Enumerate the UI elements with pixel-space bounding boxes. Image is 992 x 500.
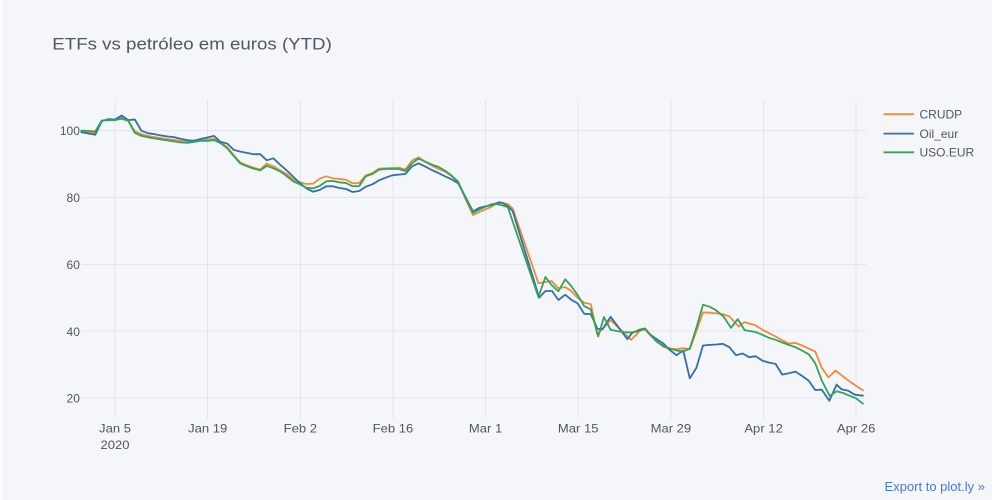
svg-text:ETFs vs petróleo em euros (YTD: ETFs vs petróleo em euros (YTD) [52,35,332,54]
svg-text:2020: 2020 [101,438,130,452]
svg-text:80: 80 [67,191,81,205]
svg-text:Export to plot.ly »: Export to plot.ly » [885,479,985,494]
svg-text:CRUDP: CRUDP [920,108,963,122]
svg-text:Feb 2: Feb 2 [284,422,318,436]
svg-text:Apr 12: Apr 12 [744,422,783,436]
svg-text:Mar 29: Mar 29 [651,422,692,436]
svg-text:60: 60 [67,258,81,272]
svg-text:100: 100 [60,124,80,138]
svg-text:Mar 15: Mar 15 [558,422,599,436]
svg-text:40: 40 [67,325,81,339]
svg-text:Jan 19: Jan 19 [188,422,228,436]
svg-text:20: 20 [67,392,81,406]
svg-text:Apr 26: Apr 26 [837,422,876,436]
svg-text:USO.EUR: USO.EUR [920,146,975,160]
svg-text:Jan 5: Jan 5 [99,422,131,436]
svg-text:Feb 16: Feb 16 [373,422,414,436]
svg-text:Oil_eur: Oil_eur [920,127,959,141]
svg-text:Mar 1: Mar 1 [469,422,503,436]
